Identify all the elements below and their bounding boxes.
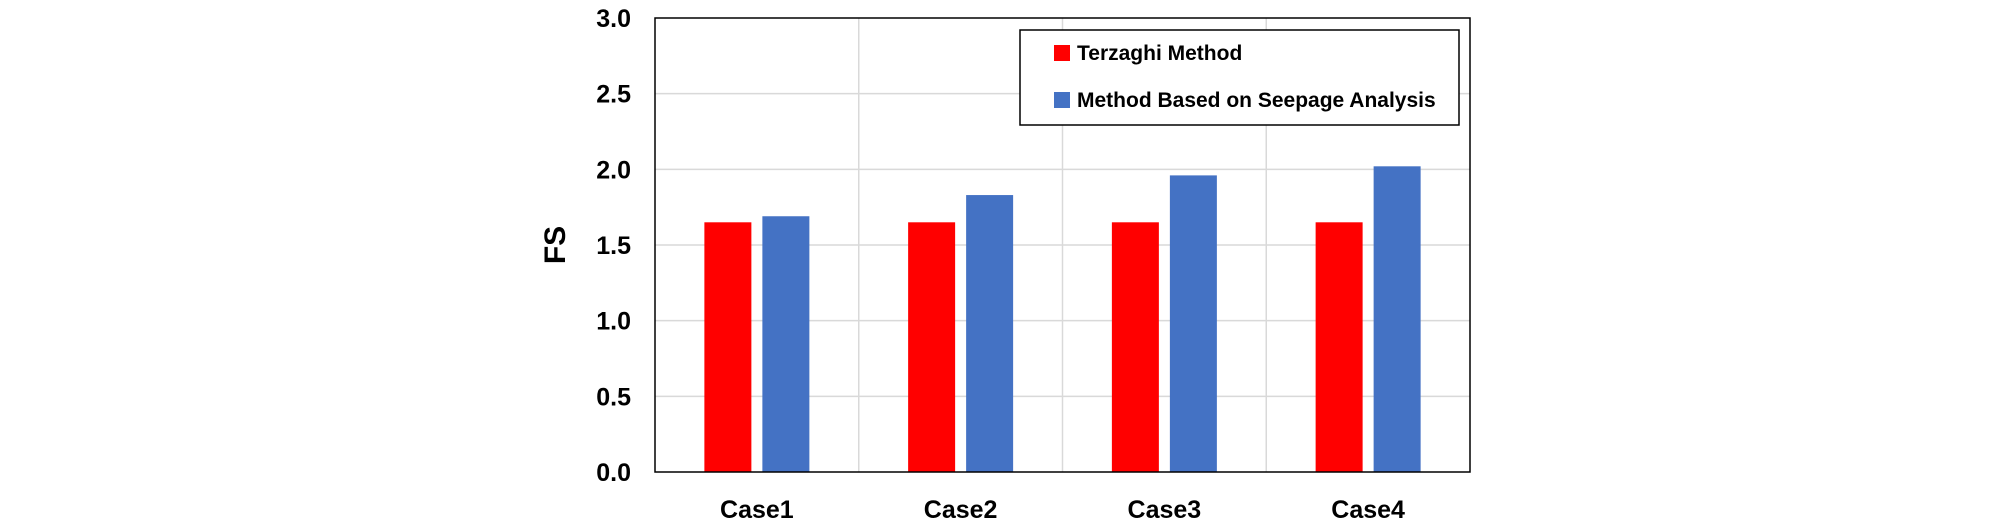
y-tick-label: 3.0	[596, 5, 631, 33]
x-tick-label: Case2	[924, 496, 998, 524]
legend: Terzaghi Method Method Based on Seepage A…	[1019, 29, 1460, 126]
legend-swatch	[1054, 45, 1070, 61]
legend-swatch	[1054, 92, 1070, 108]
bar-case1-series-1	[704, 222, 752, 472]
bar-case4-series-2	[1373, 166, 1421, 472]
y-tick-labels: 0.0 0.5 1.0 1.5 2.0 2.5 3.0	[596, 5, 631, 487]
y-tick-label: 0.5	[596, 383, 631, 411]
y-tick-label: 0.0	[596, 459, 631, 487]
legend-box	[1019, 29, 1460, 126]
legend-label: Method Based on Seepage Analysis	[1077, 89, 1436, 112]
x-tick-labels: Case1 Case2 Case3 Case4	[720, 496, 1405, 524]
bar-case4-series-1	[1315, 222, 1363, 472]
bars	[704, 166, 1421, 473]
x-tick-label: Case4	[1331, 496, 1405, 524]
bar-case3-series-1	[1111, 222, 1159, 472]
y-axis-label: FS	[539, 226, 572, 264]
y-tick-label: 2.0	[596, 156, 631, 184]
bar-case2-series-2	[966, 195, 1014, 472]
plot-frame	[654, 17, 1471, 473]
y-tick-label: 2.5	[596, 81, 631, 109]
bar-case3-series-2	[1169, 175, 1217, 473]
legend-label: Terzaghi Method	[1077, 42, 1242, 65]
bar-case2-series-1	[908, 222, 956, 472]
y-tick-label: 1.0	[596, 308, 631, 336]
x-tick-label: Case3	[1128, 496, 1202, 524]
y-tick-label: 1.5	[596, 232, 631, 260]
bar-case1-series-2	[762, 216, 810, 472]
x-tick-label: Case1	[720, 496, 794, 524]
